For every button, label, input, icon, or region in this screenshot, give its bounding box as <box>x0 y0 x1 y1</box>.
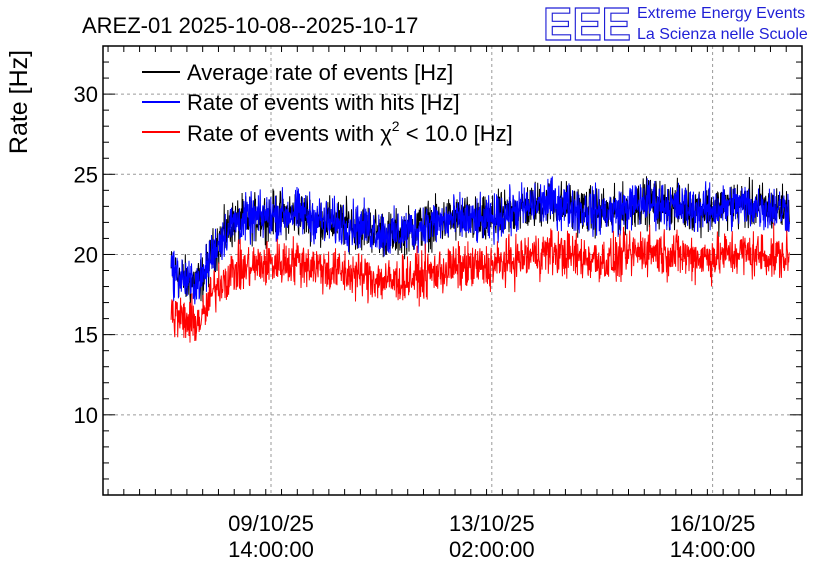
eee-logo-mark: EEE <box>543 0 631 50</box>
logo-line-2: La Scienza nelle Scuole <box>637 26 808 43</box>
axes: 101520253009/10/2514:00:0013/10/2502:00:… <box>74 45 803 562</box>
legend-label-chi2: Rate of events with χ2 < 10.0 [Hz] <box>187 118 513 146</box>
y-tick-label: 10 <box>74 403 98 428</box>
series-layer <box>170 176 790 343</box>
legend-chi2-superscript: 2 <box>392 118 400 134</box>
x-tick-label-time: 02:00:00 <box>449 537 535 562</box>
eee-logo: EEE Extreme Energy Events La Scienza nel… <box>542 0 808 51</box>
y-tick-label: 25 <box>74 162 98 187</box>
x-tick-label-date: 09/10/25 <box>228 511 314 536</box>
x-tick-label-date: 16/10/25 <box>670 511 756 536</box>
series-line-hits <box>170 176 790 305</box>
y-axis-label: Rate [Hz] <box>5 50 33 154</box>
legend-chi2-prefix: Rate of events with <box>187 121 380 146</box>
x-tick-label-time: 14:00:00 <box>228 537 314 562</box>
series-line-chi2 <box>170 222 790 343</box>
legend-chi2-suffix: < 10.0 [Hz] <box>400 121 513 146</box>
y-tick-label: 20 <box>74 242 98 267</box>
legend-label-hits: Rate of events with hits [Hz] <box>187 90 460 115</box>
x-tick-label-time: 14:00:00 <box>670 537 756 562</box>
legend: Average rate of events [Hz] Rate of even… <box>142 60 513 146</box>
legend-label-average: Average rate of events [Hz] <box>187 60 453 85</box>
legend-chi-symbol: χ <box>380 121 392 146</box>
chart-title: AREZ-01 2025-10-08--2025-10-17 <box>82 13 418 38</box>
logo-line-1: Extreme Energy Events <box>637 5 805 22</box>
grid-lines <box>103 46 802 495</box>
y-tick-label: 30 <box>74 82 98 107</box>
y-tick-label: 15 <box>74 323 98 348</box>
x-tick-label-date: 13/10/25 <box>449 511 535 536</box>
